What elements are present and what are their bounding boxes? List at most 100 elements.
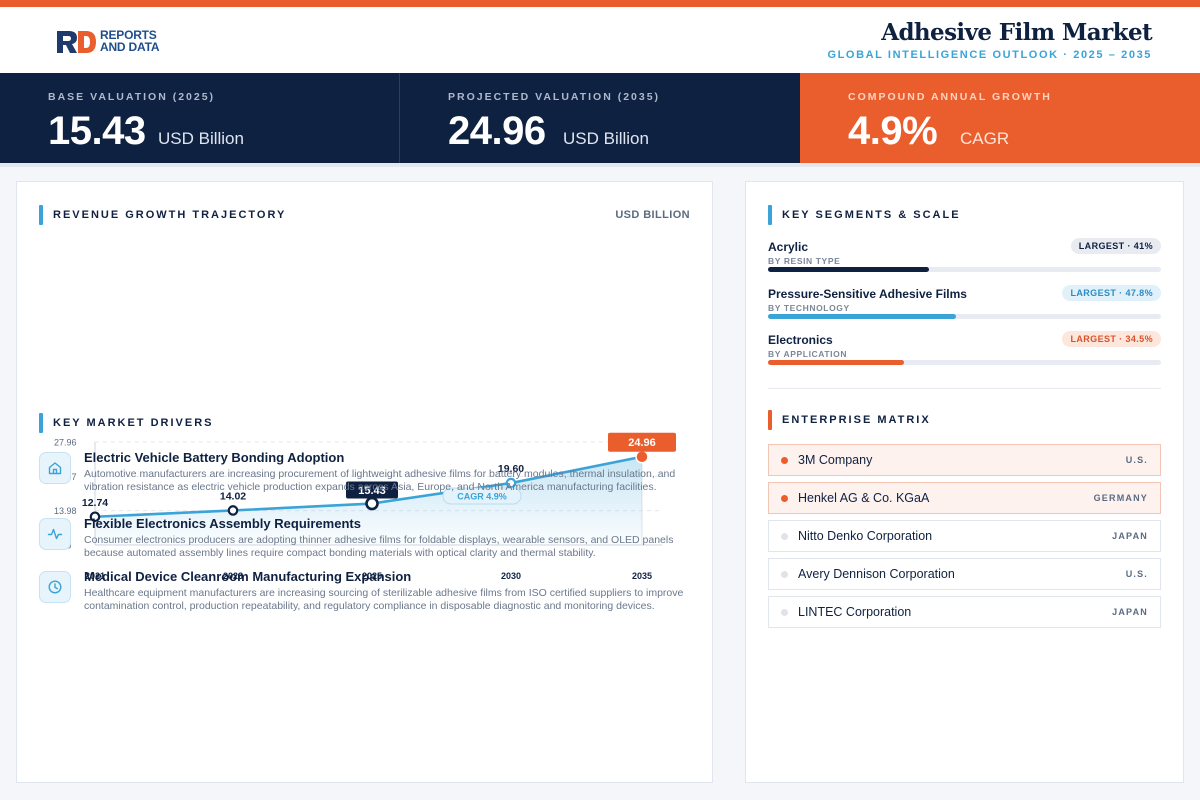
segment-badge: LARGEST · 34.5% [1062,331,1161,347]
segment-bar-track [768,360,1161,365]
chart-unit-label: USD BILLION [615,209,690,221]
driver-icon-box [39,571,71,603]
kpi-label: BASE VALUATION (2025) [48,91,216,103]
driver-icon-box [39,452,71,484]
status-dot [781,609,788,616]
activity-icon [47,528,63,540]
revenue-chart: 27.9620.9713.986.9912.74202114.02202315.… [54,432,676,581]
drivers-section-header: KEY MARKET DRIVERS [39,413,339,433]
kpi-label: COMPOUND ANNUAL GROWTH [848,91,1052,103]
section-title: REVENUE GROWTH TRAJECTORY [53,209,287,221]
segment-name: Electronics [768,333,833,347]
section-title: KEY MARKET DRIVERS [53,417,214,429]
driver-item: Flexible Electronics Assembly Requiremen… [39,516,699,568]
kpi-cagr: COMPOUND ANNUAL GROWTH 4.9% CAGR [800,73,1200,163]
section-divider [768,388,1161,389]
logo-mark-icon [57,31,96,53]
driver-title: Electric Vehicle Battery Bonding Adoptio… [84,450,345,465]
status-dot [781,533,788,540]
logo-line-2: AND DATA [100,40,160,54]
kpi-unit: CAGR [960,129,1010,148]
cagr-pill-label: CAGR 4.9% [457,492,507,502]
company-name: Henkel AG & Co. KGaA [798,491,930,505]
data-label: 24.96 [628,437,656,449]
segment-badge: LARGEST · 41% [1070,238,1161,254]
segment-category: BY RESIN TYPE [768,256,841,266]
enterprise-row[interactable]: 3M Company U.S. [768,444,1161,476]
section-accent-bar [39,413,43,433]
driver-item: Electric Vehicle Battery Bonding Adoptio… [39,450,699,512]
company-country: JAPAN [1112,607,1148,617]
kpi-value: 15.43 [48,109,146,153]
enterprise-row[interactable]: LINTEC Corporation JAPAN [768,596,1161,628]
data-point [505,477,517,489]
right-card: KEY SEGMENTS & SCALE Acrylic BY RESIN TY… [745,181,1184,783]
kpi-band: BASE VALUATION (2025) 15.43 USD Billion … [0,73,1200,163]
y-tick-label: 27.96 [54,438,77,448]
home-icon [48,462,62,475]
segment-bar-fill [768,267,930,272]
section-accent-bar [39,205,43,225]
kpi-base-valuation: BASE VALUATION (2025) 15.43 USD Billion [0,73,399,163]
section-accent-bar [768,410,772,430]
x-tick-label: 2030 [501,571,521,581]
segment-item: Pressure-Sensitive Adhesive Films BY TEC… [768,285,1161,331]
data-label: 15.43 [358,485,386,497]
x-tick-label: 2025 [362,571,382,581]
company-name: Nitto Denko Corporation [798,529,933,543]
segments-section-header: KEY SEGMENTS & SCALE [768,205,1068,225]
company-name: LINTEC Corporation [798,605,912,619]
x-tick-label: 2023 [223,571,243,581]
enterprise-row[interactable]: Henkel AG & Co. KGaA GERMANY [768,482,1161,514]
section-title: KEY SEGMENTS & SCALE [782,209,961,221]
kpi-value: 24.96 [448,109,546,153]
data-label-badge [608,432,676,452]
company-name: 3M Company [798,453,873,467]
kpi-divider [399,73,400,163]
y-tick-label: 13.98 [54,506,77,516]
logo-line-1: REPORTS [100,28,157,42]
top-accent-bar [0,0,1200,7]
page-subtitle: GLOBAL INTELLIGENCE OUTLOOK · 2025 – 203… [827,49,1152,61]
brand-logo[interactable]: REPORTS AND DATA [55,29,195,55]
data-point [227,505,239,516]
enterprise-section-header: ENTERPRISE MATRIX [768,410,1068,430]
driver-title: Medical Device Cleanroom Manufacturing E… [84,569,412,584]
company-country: U.S. [1125,455,1148,465]
data-point [89,511,101,523]
revenue-section-header: REVENUE GROWTH TRAJECTORY [39,205,339,225]
left-card: REVENUE GROWTH TRAJECTORY USD BILLION 27… [16,181,713,783]
segment-bar-track [768,314,1161,319]
segment-category: BY APPLICATION [768,349,848,359]
enterprise-row[interactable]: Avery Dennison Corporation U.S. [768,558,1161,590]
data-label: 14.02 [220,490,246,502]
data-label: 19.60 [498,463,524,475]
enterprise-row[interactable]: Nitto Denko Corporation JAPAN [768,520,1161,552]
driver-item: Medical Device Cleanroom Manufacturing E… [39,569,699,631]
segment-bar-fill [768,360,904,365]
driver-description: Automotive manufacturers are increasing … [84,468,676,493]
cagr-pill [442,487,522,505]
kpi-band-shadow [0,163,1200,167]
segment-item: Acrylic BY RESIN TYPE LARGEST · 41% [768,238,1161,284]
driver-description: Healthcare equipment manufacturers are i… [84,587,684,612]
company-name: Avery Dennison Corporation [798,567,955,581]
segment-item: Electronics BY APPLICATION LARGEST · 34.… [768,331,1161,377]
driver-icon-box [39,518,71,550]
logo-text: REPORTS AND DATA [100,29,159,53]
segment-name: Pressure-Sensitive Adhesive Films [768,287,967,301]
driver-description: Consumer electronics producers are adopt… [84,534,674,559]
area-fill [95,456,642,545]
segment-badge: LARGEST · 47.8% [1062,285,1161,301]
kpi-projected-valuation: PROJECTED VALUATION (2035) 24.96 USD Bil… [400,73,800,163]
company-country: U.S. [1125,569,1148,579]
kpi-label: PROJECTED VALUATION (2035) [448,91,661,103]
kpi-value: 4.9% [848,109,938,153]
company-country: GERMANY [1093,493,1148,503]
page-title: Adhesive Film Market [881,19,1152,46]
status-dot [781,457,788,464]
clock-icon [48,580,62,594]
data-point [365,496,379,511]
section-accent-bar [768,205,772,225]
driver-title: Flexible Electronics Assembly Requiremen… [84,516,361,531]
